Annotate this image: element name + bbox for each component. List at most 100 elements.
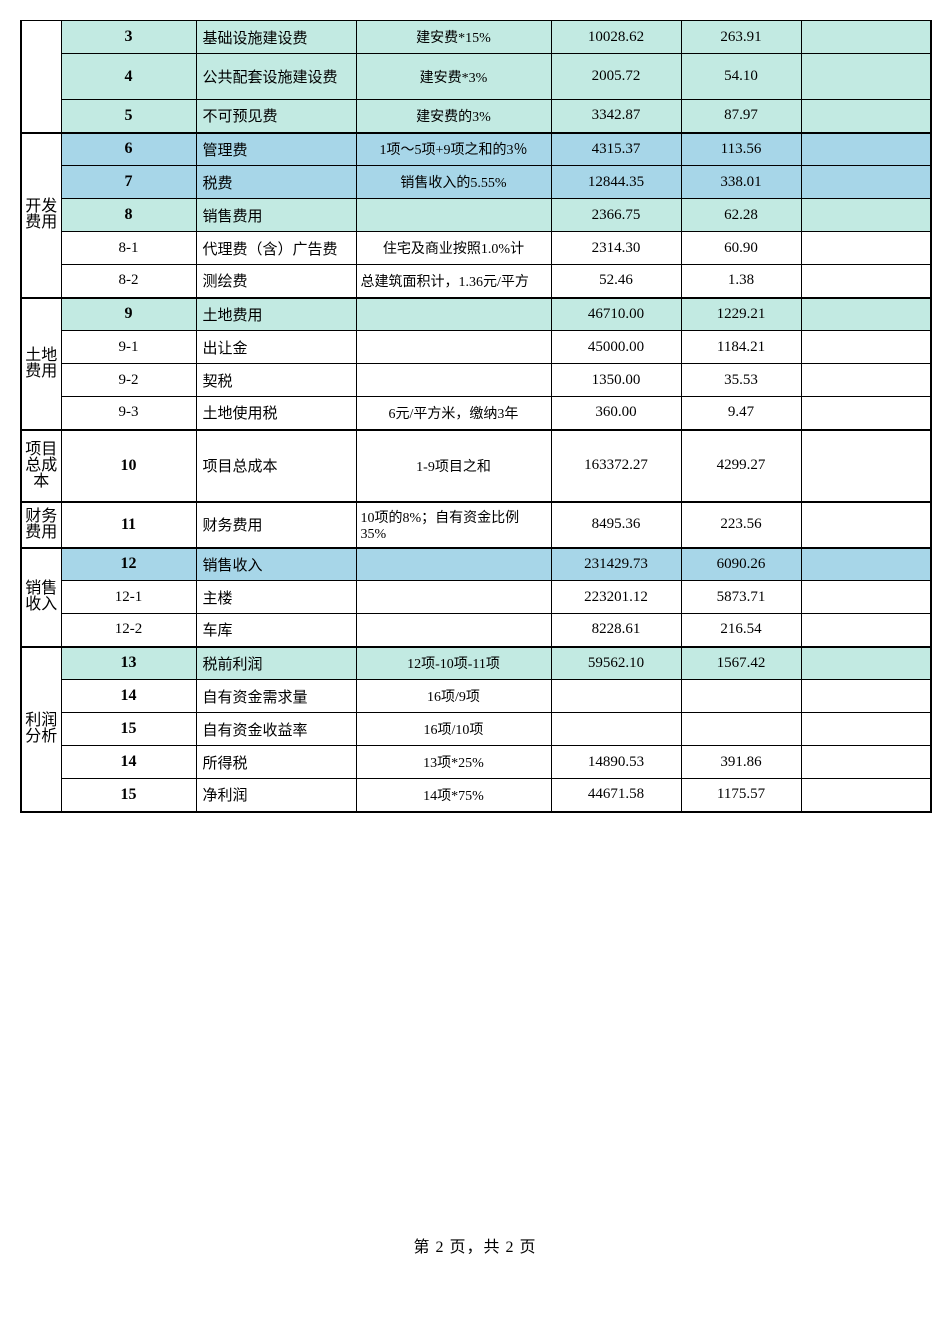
- cell-name: 出让金: [196, 331, 356, 364]
- cell-num: 6: [61, 133, 196, 166]
- cell-desc: 16项/10项: [356, 713, 551, 746]
- cell-v2: 9.47: [681, 397, 801, 430]
- cell-v2: 35.53: [681, 364, 801, 397]
- cell-num: 4: [61, 54, 196, 100]
- cell-v2: 54.10: [681, 54, 801, 100]
- cell-v3: [801, 232, 931, 265]
- cell-v2: 60.90: [681, 232, 801, 265]
- cell-v1: 2005.72: [551, 54, 681, 100]
- cell-v2: 338.01: [681, 166, 801, 199]
- cell-v2: 216.54: [681, 614, 801, 647]
- cell-num: 12-2: [61, 614, 196, 647]
- group-label-profit: 利润分析: [21, 647, 61, 812]
- cell-desc: 6元/平方米，缴纳3年: [356, 397, 551, 430]
- cell-v3: [801, 502, 931, 548]
- cell-num: 3: [61, 21, 196, 54]
- cell-v1: 45000.00: [551, 331, 681, 364]
- table-row: 14 自有资金需求量 16项/9项: [21, 680, 931, 713]
- cell-name: 主楼: [196, 581, 356, 614]
- cell-name: 测绘费: [196, 265, 356, 298]
- group-label-fin-cost: 财务费用: [21, 502, 61, 548]
- cell-name: 自有资金需求量: [196, 680, 356, 713]
- cell-name: 净利润: [196, 779, 356, 812]
- cell-name: 代理费（含）广告费: [196, 232, 356, 265]
- cell-name: 税前利润: [196, 647, 356, 680]
- table-row: 销售收入 12 销售收入 231429.73 6090.26: [21, 548, 931, 581]
- cell-num: 8-2: [61, 265, 196, 298]
- table-row: 3 基础设施建设费 建安费*15% 10028.62 263.91: [21, 21, 931, 54]
- cell-desc: 建安费的3%: [356, 100, 551, 133]
- cell-v1: 44671.58: [551, 779, 681, 812]
- cell-name: 销售费用: [196, 199, 356, 232]
- cell-num: 9-3: [61, 397, 196, 430]
- cell-v2: 113.56: [681, 133, 801, 166]
- cell-v1: 46710.00: [551, 298, 681, 331]
- cell-num: 9-1: [61, 331, 196, 364]
- cell-v1: 3342.87: [551, 100, 681, 133]
- cell-num: 8: [61, 199, 196, 232]
- table-row: 7 税费 销售收入的5.55% 12844.35 338.01: [21, 166, 931, 199]
- cell-v2: 1184.21: [681, 331, 801, 364]
- cell-v1: 231429.73: [551, 548, 681, 581]
- table-row: 5 不可预见费 建安费的3% 3342.87 87.97: [21, 100, 931, 133]
- cell-desc: [356, 331, 551, 364]
- cell-name: 土地费用: [196, 298, 356, 331]
- cell-v2: 263.91: [681, 21, 801, 54]
- cell-num: 13: [61, 647, 196, 680]
- group-label-dev-cost: 开发费用: [21, 133, 61, 298]
- cell-v3: [801, 647, 931, 680]
- cell-desc: 14项*75%: [356, 779, 551, 812]
- table-row: 土地费用 9 土地费用 46710.00 1229.21: [21, 298, 931, 331]
- cell-desc: 建安费*3%: [356, 54, 551, 100]
- cell-name: 基础设施建设费: [196, 21, 356, 54]
- cell-v2: 62.28: [681, 199, 801, 232]
- cell-name: 所得税: [196, 746, 356, 779]
- cell-v1: 10028.62: [551, 21, 681, 54]
- cell-name: 车库: [196, 614, 356, 647]
- cell-name: 销售收入: [196, 548, 356, 581]
- cell-v1: 59562.10: [551, 647, 681, 680]
- cell-v3: [801, 581, 931, 614]
- cell-v1: 8228.61: [551, 614, 681, 647]
- cell-v3: [801, 397, 931, 430]
- table-row: 利润分析 13 税前利润 12项-10项-11项 59562.10 1567.4…: [21, 647, 931, 680]
- cell-desc: [356, 364, 551, 397]
- cell-v3: [801, 548, 931, 581]
- table-row: 8 销售费用 2366.75 62.28: [21, 199, 931, 232]
- cell-v3: [801, 166, 931, 199]
- table-row: 项目总成本 10 项目总成本 1-9项目之和 163372.27 4299.27: [21, 430, 931, 502]
- table-row: 9-1 出让金 45000.00 1184.21: [21, 331, 931, 364]
- cell-v3: [801, 133, 931, 166]
- cell-v1: 12844.35: [551, 166, 681, 199]
- cell-v3: [801, 199, 931, 232]
- cell-name: 项目总成本: [196, 430, 356, 502]
- cell-v2: 391.86: [681, 746, 801, 779]
- cell-num: 11: [61, 502, 196, 548]
- cell-v3: [801, 298, 931, 331]
- cell-v1: 14890.53: [551, 746, 681, 779]
- cell-desc: [356, 548, 551, 581]
- cell-v2: 1175.57: [681, 779, 801, 812]
- cell-v1: 4315.37: [551, 133, 681, 166]
- table-row: 15 自有资金收益率 16项/10项: [21, 713, 931, 746]
- cell-name: 契税: [196, 364, 356, 397]
- cell-v1: [551, 713, 681, 746]
- table-row: 15 净利润 14项*75% 44671.58 1175.57: [21, 779, 931, 812]
- cell-v3: [801, 713, 931, 746]
- cell-v3: [801, 430, 931, 502]
- cell-desc: 住宅及商业按照1.0%计: [356, 232, 551, 265]
- cell-v1: 163372.27: [551, 430, 681, 502]
- cell-v1: 52.46: [551, 265, 681, 298]
- cell-v3: [801, 746, 931, 779]
- table-row: 8-2 测绘费 总建筑面积计，1.36元/平方 52.46 1.38: [21, 265, 931, 298]
- table-row: 14 所得税 13项*25% 14890.53 391.86: [21, 746, 931, 779]
- cell-v1: 1350.00: [551, 364, 681, 397]
- cell-v3: [801, 100, 931, 133]
- table-row: 12-1 主楼 223201.12 5873.71: [21, 581, 931, 614]
- cell-v3: [801, 21, 931, 54]
- table-row: 9-2 契税 1350.00 35.53: [21, 364, 931, 397]
- table-row: 9-3 土地使用税 6元/平方米，缴纳3年 360.00 9.47: [21, 397, 931, 430]
- cell-v2: 1229.21: [681, 298, 801, 331]
- cost-table: 3 基础设施建设费 建安费*15% 10028.62 263.91 4 公共配套…: [20, 20, 932, 813]
- cell-num: 10: [61, 430, 196, 502]
